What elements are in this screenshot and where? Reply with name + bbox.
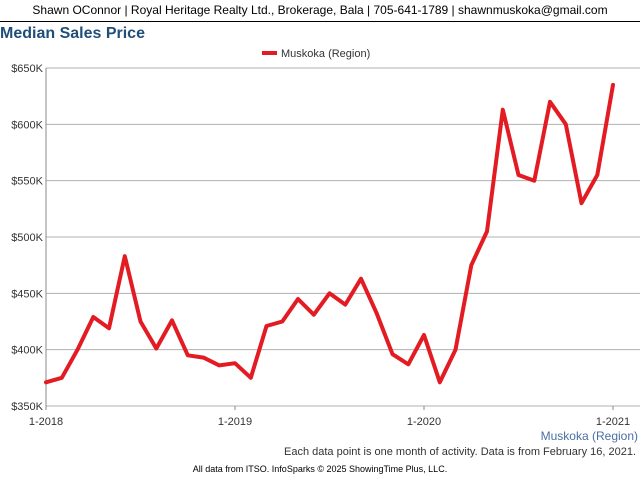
data-point: [186, 354, 189, 357]
data-point: [171, 319, 173, 322]
data-point: [470, 264, 473, 266]
data-point: [612, 84, 614, 86]
data-point: [76, 348, 79, 351]
data-point: [344, 303, 347, 306]
data-point: [92, 316, 95, 318]
legend: Muskoka (Region): [262, 48, 370, 60]
grid-layer: [46, 67, 640, 407]
legend-label: Muskoka (Region): [281, 48, 370, 60]
data-point: [454, 348, 457, 351]
x-axis: 1-2018 1-2019 1-2020 1-2021: [29, 406, 630, 428]
data-point: [234, 362, 236, 364]
y-tick-label: $650K: [11, 63, 43, 75]
x-tick-label: 1-2020: [407, 416, 441, 428]
data-point: [328, 292, 331, 295]
series-line: [44, 82, 615, 385]
data-point: [202, 356, 205, 359]
data-point: [549, 101, 551, 103]
series-layer: [44, 82, 615, 385]
data-point: [375, 312, 378, 315]
data-point: [564, 123, 567, 126]
data-point: [423, 334, 425, 336]
y-tick-label: $550K: [11, 176, 43, 188]
data-point: [45, 381, 47, 384]
data-point: [312, 313, 315, 316]
data-point: [438, 381, 441, 384]
data-point: [580, 202, 583, 204]
data-point: [517, 174, 520, 176]
data-point: [407, 363, 410, 366]
data-point: [218, 364, 221, 367]
footnote: Each data point is one month of activity…: [284, 446, 636, 458]
x-tick-label: 1-2019: [218, 416, 252, 428]
data-point: [139, 320, 142, 323]
chart-title: Median Sales Price: [0, 25, 145, 42]
data-point: [281, 320, 284, 323]
y-tick-label: $450K: [11, 288, 43, 300]
data-point: [533, 179, 536, 182]
data-point: [265, 325, 268, 327]
data-point: [391, 353, 394, 355]
data-point: [108, 327, 110, 330]
header-bar: Shawn OConnor | Royal Heritage Realty Lt…: [0, 0, 640, 22]
y-tick-label: $600K: [11, 119, 43, 131]
y-tick-label: $400K: [11, 345, 43, 357]
data-point: [486, 230, 488, 233]
region-label: Muskoka (Region): [541, 429, 638, 443]
source-credit: All data from ITSO. InfoSparks © 2025 Sh…: [192, 464, 448, 474]
agent-contact-info: Shawn OConnor | Royal Heritage Realty Lt…: [32, 3, 608, 17]
x-tick-label: 1-2018: [29, 416, 63, 428]
data-point: [249, 377, 252, 379]
data-point: [596, 174, 599, 176]
data-point: [123, 255, 126, 257]
y-axis: $350K $400K $450K $500K $550K $600K $650K: [11, 63, 47, 413]
data-point: [360, 277, 362, 280]
y-tick-label: $350K: [11, 401, 43, 413]
x-tick-label: 1-2021: [596, 416, 630, 428]
y-tick-label: $500K: [11, 232, 43, 244]
data-point: [297, 298, 299, 300]
data-point: [60, 377, 63, 379]
data-point: [501, 108, 504, 111]
data-point: [155, 347, 158, 350]
